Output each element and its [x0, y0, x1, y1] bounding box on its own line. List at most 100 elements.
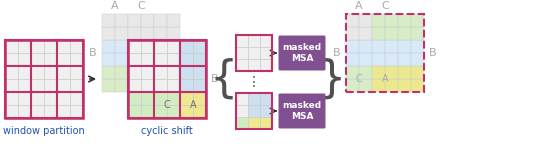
Bar	[128, 14, 141, 27]
Text: masked
MSA: masked MSA	[282, 101, 321, 121]
Bar	[141, 14, 154, 27]
Bar	[411, 14, 424, 27]
Bar	[5, 53, 18, 66]
Bar	[193, 105, 206, 118]
Bar	[346, 53, 359, 66]
Text: B: B	[89, 48, 97, 58]
Text: C: C	[381, 1, 389, 11]
Bar	[115, 53, 128, 66]
Bar	[128, 40, 141, 53]
Bar	[167, 66, 180, 79]
Bar	[44, 79, 57, 92]
Bar	[154, 105, 167, 118]
Bar	[44, 53, 57, 66]
Bar	[115, 14, 128, 27]
Text: B: B	[333, 48, 341, 58]
Bar	[141, 53, 154, 66]
FancyBboxPatch shape	[278, 94, 325, 128]
Text: C: C	[137, 1, 145, 11]
Bar	[102, 79, 115, 92]
Bar	[372, 27, 385, 40]
Bar	[398, 66, 411, 79]
Bar	[5, 92, 18, 105]
Bar	[248, 93, 260, 105]
Bar	[385, 66, 398, 79]
Bar	[260, 93, 272, 105]
Text: masked
MSA: masked MSA	[282, 43, 321, 63]
Bar	[44, 105, 57, 118]
Bar	[31, 105, 44, 118]
Bar	[5, 79, 18, 92]
Bar	[141, 105, 154, 118]
Bar	[411, 40, 424, 53]
Bar	[260, 35, 272, 47]
Bar	[115, 27, 128, 40]
Bar	[102, 66, 115, 79]
Bar	[398, 40, 411, 53]
Bar	[128, 92, 141, 105]
Bar	[102, 27, 115, 40]
Bar	[398, 53, 411, 66]
Text: ⋮: ⋮	[247, 75, 261, 89]
Bar	[167, 27, 180, 40]
Bar	[167, 14, 180, 27]
Bar	[260, 117, 272, 129]
Bar	[128, 79, 141, 92]
Bar	[141, 53, 154, 66]
Bar	[141, 92, 154, 105]
Bar	[411, 66, 424, 79]
Text: A: A	[190, 100, 196, 110]
Bar	[154, 40, 167, 53]
Bar	[372, 14, 385, 27]
Bar	[346, 14, 424, 92]
Bar	[18, 40, 31, 53]
Bar	[167, 40, 180, 53]
Bar	[102, 53, 115, 66]
Bar	[115, 79, 128, 92]
Bar	[236, 35, 272, 71]
Bar	[385, 14, 398, 27]
Text: {: {	[210, 58, 238, 100]
Bar	[260, 59, 272, 71]
Bar	[128, 79, 141, 92]
Bar	[141, 79, 154, 92]
Bar	[193, 66, 206, 79]
Bar	[5, 40, 18, 53]
Bar	[44, 66, 57, 79]
Bar	[411, 27, 424, 40]
Text: C: C	[163, 100, 170, 110]
Bar	[193, 92, 206, 105]
Bar	[18, 105, 31, 118]
Bar	[167, 92, 180, 105]
Bar	[346, 40, 359, 53]
Text: A: A	[382, 74, 388, 84]
FancyBboxPatch shape	[278, 36, 325, 70]
Bar	[57, 40, 70, 53]
Bar	[167, 66, 180, 79]
Bar	[248, 47, 260, 59]
Bar	[372, 40, 385, 53]
Bar	[180, 105, 193, 118]
Bar	[31, 79, 44, 92]
Bar	[236, 93, 248, 105]
Bar	[398, 79, 411, 92]
Bar	[70, 40, 83, 53]
Bar	[236, 47, 248, 59]
Bar	[167, 40, 180, 53]
Bar	[260, 47, 272, 59]
Bar	[18, 66, 31, 79]
Bar	[154, 79, 167, 92]
Bar	[359, 14, 372, 27]
Bar	[70, 79, 83, 92]
Bar	[359, 27, 372, 40]
Bar	[167, 105, 180, 118]
Bar	[128, 105, 141, 118]
Bar	[141, 79, 154, 92]
Bar	[180, 40, 193, 53]
Text: C: C	[355, 74, 362, 84]
Bar	[18, 79, 31, 92]
Bar	[128, 27, 141, 40]
Bar	[346, 79, 359, 92]
Bar	[167, 79, 180, 92]
Bar	[193, 79, 206, 92]
